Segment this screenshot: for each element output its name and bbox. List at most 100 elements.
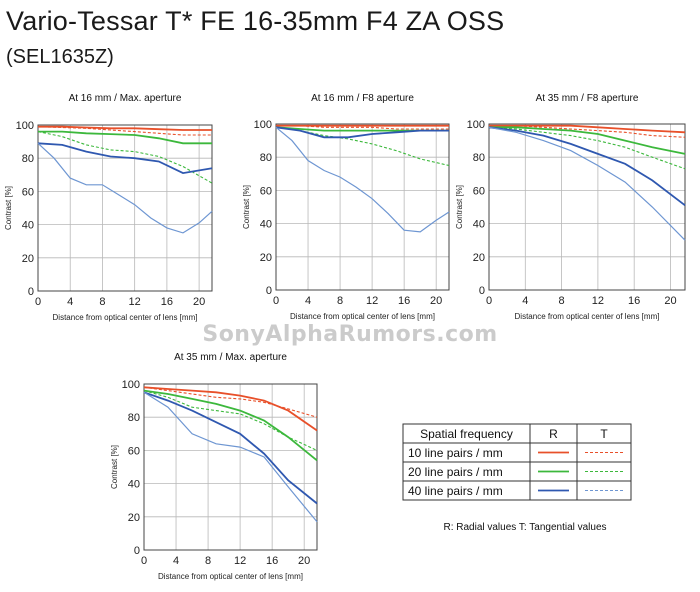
- x-axis-label: Distance from optical center of lens [mm…: [53, 313, 198, 322]
- x-tick-label: 12: [234, 555, 246, 567]
- y-tick-label: 0: [28, 286, 34, 298]
- x-tick-label: 8: [205, 555, 211, 567]
- chart-title: At 16 mm / F8 aperture: [311, 93, 414, 104]
- y-tick-label: 40: [260, 219, 272, 231]
- x-tick-label: 0: [273, 295, 279, 307]
- y-tick-label: 40: [128, 479, 140, 491]
- y-tick-label: 20: [260, 252, 272, 264]
- x-tick-label: 8: [559, 295, 565, 307]
- legend-row-label: 10 line pairs / mm: [408, 446, 503, 460]
- x-tick-label: 0: [486, 295, 492, 307]
- legend-row-label: 40 line pairs / mm: [408, 484, 503, 498]
- y-tick-label: 80: [473, 152, 485, 164]
- y-tick-label: 20: [128, 512, 140, 524]
- chart-title: At 35 mm / Max. aperture: [174, 352, 287, 363]
- x-tick-label: 0: [35, 296, 41, 308]
- y-axis-label: Contrast [%]: [110, 445, 119, 489]
- x-tick-label: 4: [173, 555, 179, 567]
- y-tick-label: 100: [254, 119, 272, 131]
- series-line-20-t: [143, 390, 318, 451]
- legend-col-t: T: [600, 427, 608, 441]
- series-line-20-t: [275, 126, 450, 167]
- x-tick-label: 0: [141, 555, 147, 567]
- chart-0: At 16 mm / Max. aperture 0 20 40 60 80 100 0 4 8 1…: [4, 93, 213, 322]
- series-line-40-t: [37, 142, 213, 234]
- plot-frame: [37, 124, 213, 292]
- y-tick-label: 60: [473, 185, 485, 197]
- series-line-40-t: [275, 126, 450, 233]
- y-axis-label: Contrast [%]: [455, 185, 464, 229]
- y-tick-label: 40: [22, 220, 34, 232]
- watermark: SonyAlphaRumors.com: [202, 322, 498, 347]
- x-tick-label: 8: [337, 295, 343, 307]
- series-line-10-r: [143, 386, 318, 432]
- x-tick-label: 16: [161, 296, 173, 308]
- x-tick-label: 4: [305, 295, 311, 307]
- series-line-40-t: [143, 391, 318, 523]
- y-tick-label: 100: [467, 119, 485, 131]
- series-line-40-r: [143, 391, 318, 505]
- plot-frame: [143, 383, 318, 551]
- y-tick-label: 80: [22, 153, 34, 165]
- series-line-20-r: [38, 130, 212, 145]
- y-tick-label: 100: [16, 120, 34, 132]
- series-line-40-r: [37, 142, 213, 175]
- y-tick-label: 60: [260, 185, 272, 197]
- x-tick-label: 4: [67, 296, 73, 308]
- chart-2: At 35 mm / F8 aperture 0 20 40 60 80 100 0 4 8 12 1…: [455, 93, 686, 321]
- series-line-20-t: [37, 131, 213, 184]
- chart-title: At 16 mm / Max. aperture: [69, 93, 182, 104]
- chart-3: At 35 mm / Max. aperture 0 20 40 60 80 100 0 4 8 1…: [110, 352, 318, 581]
- legend-note: R: Radial values T: Tangential values: [443, 522, 606, 533]
- series-line-20-r: [489, 126, 686, 155]
- legend-header: Spatial frequency: [420, 427, 513, 441]
- series-line-10-r: [38, 125, 212, 131]
- y-axis-label: Contrast [%]: [242, 185, 251, 229]
- series-line-10-t: [143, 386, 318, 418]
- series-line-10-t: [276, 125, 449, 130]
- x-tick-label: 12: [592, 295, 604, 307]
- x-tick-label: 4: [522, 295, 528, 307]
- legend: Spatial frequency R T 10 line pairs / mm 20 …: [402, 423, 632, 533]
- y-tick-label: 20: [22, 253, 34, 265]
- series-line-10-t: [489, 125, 686, 138]
- y-tick-label: 20: [473, 252, 485, 264]
- x-axis-label: Distance from optical center of lens [mm…: [290, 312, 435, 321]
- y-tick-label: 100: [122, 379, 140, 391]
- plot-frame: [275, 123, 450, 291]
- chart-title: At 35 mm / F8 aperture: [536, 93, 639, 104]
- y-tick-label: 80: [260, 152, 272, 164]
- x-tick-label: 20: [193, 296, 205, 308]
- x-tick-label: 8: [99, 296, 105, 308]
- y-tick-label: 0: [266, 285, 272, 297]
- x-axis-label: Distance from optical center of lens [mm…: [515, 312, 660, 321]
- page-title: Vario-Tessar T* FE 16-35mm F4 ZA OSS: [6, 6, 505, 36]
- y-axis-label: Contrast [%]: [4, 186, 13, 230]
- series-line-10-t: [37, 126, 212, 136]
- x-tick-label: 16: [266, 555, 278, 567]
- legend-col-r: R: [549, 427, 558, 441]
- series-line-20-r: [143, 389, 318, 462]
- x-tick-label: 16: [398, 295, 410, 307]
- x-tick-label: 12: [129, 296, 141, 308]
- y-tick-label: 60: [22, 186, 34, 198]
- x-axis-label: Distance from optical center of lens [mm…: [158, 572, 303, 581]
- y-tick-label: 80: [128, 412, 140, 424]
- y-tick-label: 0: [479, 285, 485, 297]
- series-line-20-t: [488, 126, 686, 170]
- x-tick-label: 20: [664, 295, 676, 307]
- series-line-40-t: [488, 126, 686, 241]
- y-tick-label: 60: [128, 445, 140, 457]
- series-line-40-r: [275, 126, 449, 139]
- x-tick-label: 20: [430, 295, 442, 307]
- plot-frame: [488, 123, 686, 291]
- x-tick-label: 12: [366, 295, 378, 307]
- page-subtitle: (SEL1635Z): [6, 46, 114, 68]
- y-tick-label: 0: [134, 545, 140, 557]
- chart-1: At 16 mm / F8 aperture 0 20 40 60 80 100 0 4 8 12 1…: [242, 93, 450, 321]
- legend-row-label: 20 line pairs / mm: [408, 465, 503, 479]
- x-tick-label: 20: [298, 555, 310, 567]
- y-tick-label: 40: [473, 219, 485, 231]
